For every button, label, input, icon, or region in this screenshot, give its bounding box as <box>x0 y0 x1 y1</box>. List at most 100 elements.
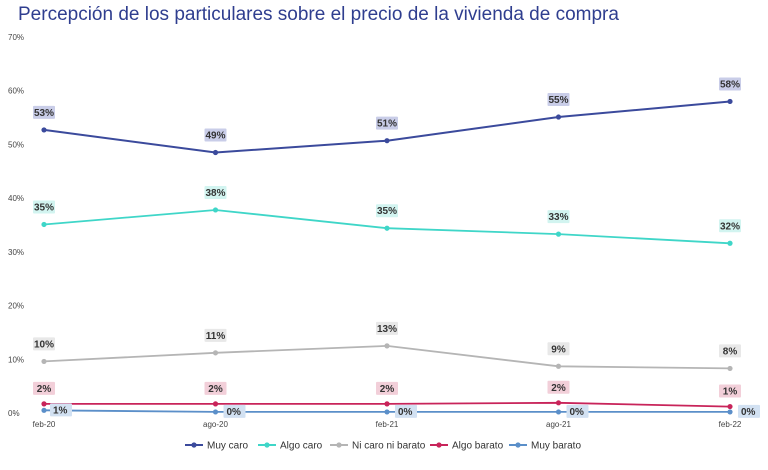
data-label: 58% <box>720 79 740 90</box>
data-label: 35% <box>377 206 397 217</box>
data-label-bg <box>204 328 227 342</box>
data-point <box>41 407 47 413</box>
data-label-bg <box>376 204 398 218</box>
data-label: 13% <box>377 324 397 335</box>
data-label: 8% <box>723 346 738 357</box>
data-label: 2% <box>551 383 566 394</box>
data-label-bg <box>547 93 570 107</box>
data-label: 2% <box>208 384 223 395</box>
legend-label: Algo barato <box>452 441 504 452</box>
data-label-bg <box>50 403 72 417</box>
data-label-bg <box>33 105 55 119</box>
data-label: 38% <box>205 188 225 199</box>
x-tick-label: ago-21 <box>546 420 571 429</box>
data-label-bg <box>204 381 227 395</box>
legend-item: Algo caro <box>258 441 323 452</box>
data-label-bg <box>376 116 398 130</box>
data-label-bg <box>204 128 227 142</box>
data-point <box>41 401 47 407</box>
data-label: 55% <box>548 95 568 106</box>
data-label-bg <box>566 404 589 418</box>
data-label-bg <box>376 381 398 395</box>
legend-label: Ni caro ni barato <box>352 441 426 452</box>
data-label: 1% <box>723 387 738 398</box>
data-label: 33% <box>548 212 568 223</box>
data-point <box>212 401 219 407</box>
data-label: 53% <box>34 108 54 119</box>
y-tick-label: 60% <box>8 87 24 96</box>
data-point <box>727 365 733 372</box>
data-point <box>212 409 219 415</box>
data-label-bg <box>395 404 417 418</box>
data-point <box>555 114 562 120</box>
data-label-bg <box>33 337 55 351</box>
data-point <box>384 409 390 415</box>
series-line <box>43 344 731 370</box>
data-point <box>212 149 219 156</box>
data-point <box>727 409 733 415</box>
series-muy-caro <box>41 98 733 156</box>
chart-title: Percepción de los particulares sobre el … <box>18 4 619 25</box>
data-label-bg <box>33 200 55 214</box>
data-label-bg <box>719 384 741 398</box>
legend-item: Muy barato <box>509 441 581 452</box>
data-label: 0% <box>741 407 756 418</box>
legend-label: Muy caro <box>207 441 249 452</box>
legend-item: Ni caro ni barato <box>330 441 426 452</box>
data-label-bg <box>719 77 741 91</box>
data-label-bg <box>376 321 398 335</box>
y-tick-label: 40% <box>8 194 24 203</box>
series-ni-caro-ni-barato <box>41 343 733 372</box>
data-point <box>727 240 733 246</box>
x-tick-label: ago-20 <box>203 420 228 429</box>
data-label-bg <box>738 404 760 418</box>
data-label-bg <box>204 185 227 199</box>
data-label: 1% <box>53 405 68 416</box>
legend-marker <box>436 442 442 448</box>
data-label: 0% <box>570 407 585 418</box>
y-tick-label: 20% <box>8 302 24 311</box>
x-tick-label: feb-21 <box>376 420 399 429</box>
legend-label: Muy barato <box>531 441 581 452</box>
y-tick-label: 10% <box>8 355 24 364</box>
data-label-bg <box>223 404 246 418</box>
data-label: 11% <box>206 331 226 342</box>
legend-item: Algo barato <box>430 441 504 452</box>
data-label-bg <box>719 344 741 358</box>
data-label: 9% <box>551 344 566 355</box>
y-tick-label: 0% <box>8 409 20 418</box>
y-tick-label: 70% <box>8 33 24 42</box>
data-label: 10% <box>34 339 54 350</box>
legend-marker <box>515 442 521 448</box>
legend-marker <box>264 442 270 448</box>
data-point <box>727 98 733 105</box>
data-point <box>555 363 562 369</box>
data-label: 0% <box>398 407 413 418</box>
data-label: 2% <box>37 384 52 395</box>
data-point <box>212 207 219 213</box>
x-tick-label: feb-20 <box>33 420 56 429</box>
data-label-bg <box>547 342 570 356</box>
data-label-bg <box>547 210 570 224</box>
data-point <box>384 225 390 231</box>
data-label: 49% <box>205 130 225 141</box>
data-point <box>384 138 390 144</box>
data-point <box>384 401 390 407</box>
legend-marker <box>336 442 342 448</box>
y-tick-label: 30% <box>8 248 24 257</box>
y-tick-label: 50% <box>8 140 24 149</box>
data-point <box>41 127 47 133</box>
data-label: 32% <box>720 221 740 232</box>
data-point <box>384 343 390 349</box>
data-label: 2% <box>380 384 395 395</box>
data-label-bg <box>719 219 741 233</box>
data-label: 0% <box>227 407 242 418</box>
data-label-bg <box>33 381 55 395</box>
data-point <box>727 403 733 410</box>
data-point <box>555 400 562 406</box>
legend-marker <box>191 442 197 448</box>
data-point <box>212 350 219 356</box>
data-point <box>555 409 562 415</box>
data-label-bg <box>547 380 570 394</box>
